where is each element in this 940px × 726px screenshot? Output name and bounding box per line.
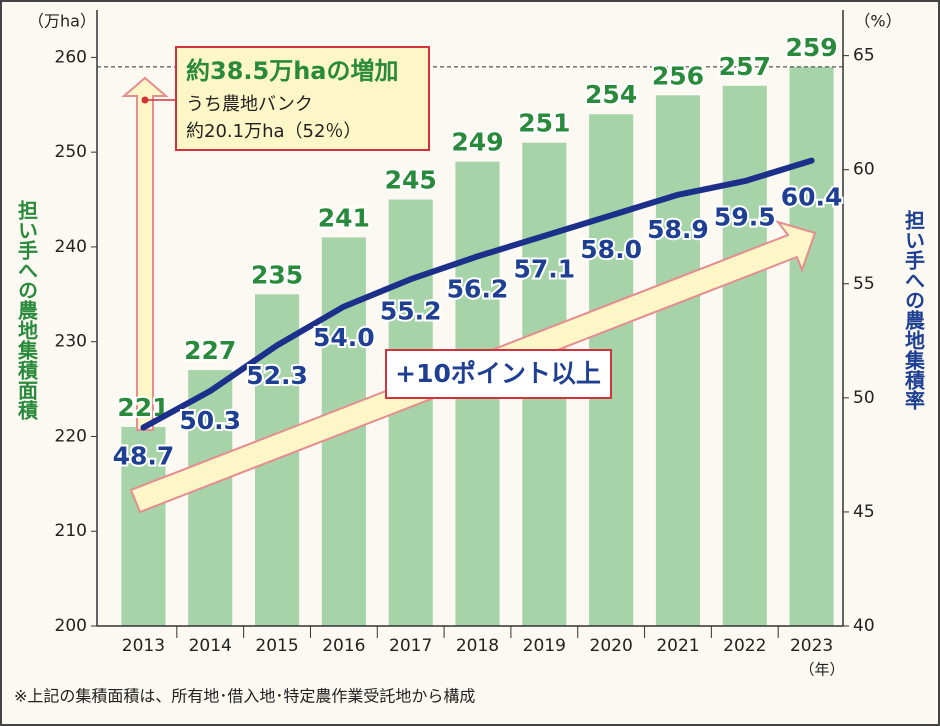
x-tick-label: 2022 — [723, 636, 766, 656]
line — [140, 157, 815, 431]
y2-tick-label: 65 — [853, 46, 875, 66]
y-axis-title: 担い手への農地集積面積 — [15, 200, 39, 421]
bar-value-label: 249 — [451, 128, 503, 157]
callout-dot — [141, 96, 149, 104]
x-tick-label: 2018 — [456, 636, 499, 656]
points-label: +10ポイント以上 — [395, 359, 601, 388]
increase-label: 約38.5万haの増加 — [186, 57, 399, 85]
y-tick-label: 230 — [55, 332, 87, 352]
x-tick-label: 2013 — [122, 636, 165, 656]
decorations: 約38.5万haの増加 うち農地バンク 約20.1万ha（52％） +10ポイン… — [121, 46, 817, 514]
y-tick-label: 250 — [55, 142, 87, 162]
x-unit: （年） — [799, 661, 844, 679]
bar-value-label: 245 — [385, 166, 437, 195]
bank-value: 約20.1万ha（52％） — [186, 121, 361, 142]
bar-value-label: 241 — [318, 203, 370, 232]
bar-value-label: 257 — [719, 52, 771, 81]
line-value-label: 52.3 — [246, 361, 308, 390]
y2-unit: （%） — [854, 12, 901, 31]
x-tick-label: 2021 — [656, 636, 699, 656]
y2-tick-label: 50 — [853, 388, 875, 408]
x-tick-label: 2016 — [322, 636, 365, 656]
bar — [188, 370, 233, 626]
y2-tick-label: 55 — [853, 274, 875, 294]
y-tick-label: 260 — [55, 47, 87, 67]
line-value-label: 50.3 — [179, 406, 241, 435]
plot: 200 210 220 230 240 250 260 40 45 50 55 60 65 2013 201… — [55, 10, 875, 656]
x-tick-label: 2020 — [590, 636, 633, 656]
line-value-label: 59.5 — [714, 202, 776, 231]
bar — [789, 66, 834, 626]
footnote: ※上記の集積面積は、所有地･借入地･特定農作業受託地から構成 — [14, 687, 475, 706]
y-tick-label: 220 — [55, 426, 87, 446]
x-tick-label: 2015 — [255, 636, 298, 656]
x-tick-label: 2023 — [790, 636, 833, 656]
y2-tick-label: 60 — [853, 160, 875, 180]
y2-tick-label: 45 — [853, 502, 875, 522]
x-tick-label: 2014 — [189, 636, 232, 656]
line-value-label: 57.1 — [513, 255, 575, 284]
y-tick-label: 240 — [55, 237, 87, 257]
increase-box — [175, 46, 430, 151]
line-value-label: 55.2 — [380, 296, 442, 325]
bar-value-label: 256 — [652, 61, 704, 90]
x-tick-label: 2019 — [523, 636, 566, 656]
bar-value-label: 227 — [184, 336, 236, 365]
bar-value-label: 254 — [585, 80, 637, 109]
line-value-label: 60.4 — [781, 183, 843, 212]
y-tick-label: 210 — [55, 521, 87, 541]
bar-value-label: 251 — [518, 109, 570, 138]
bar-value-label: 259 — [785, 33, 837, 62]
y2-tick-label: 40 — [853, 616, 875, 636]
line-value-label: 58.9 — [647, 215, 709, 244]
x-tick-label: 2017 — [389, 636, 432, 656]
points-box — [385, 349, 612, 399]
line-value-label: 58.0 — [580, 235, 642, 264]
bar — [722, 85, 767, 627]
line-value-label: 56.2 — [447, 274, 509, 303]
y-unit: （万ha） — [28, 12, 96, 31]
bank-label: うち農地バンク — [186, 94, 313, 115]
bar — [121, 426, 166, 626]
line-value-label: 54.0 — [313, 323, 375, 352]
y-tick-label: 200 — [55, 616, 87, 636]
y2-axis-title: 担い手への農地集積率 — [902, 210, 926, 411]
bar — [655, 95, 701, 627]
line-value-label: 48.7 — [113, 442, 175, 471]
increase-arrow — [121, 76, 169, 431]
bar-value-label: 235 — [251, 260, 303, 289]
